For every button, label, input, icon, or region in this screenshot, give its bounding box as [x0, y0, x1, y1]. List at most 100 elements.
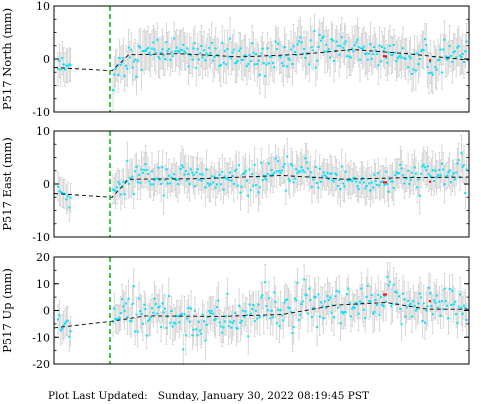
data-point — [443, 38, 446, 41]
data-point — [270, 309, 273, 312]
data-point — [370, 57, 373, 60]
data-point — [396, 57, 399, 60]
data-point — [383, 183, 386, 186]
data-point — [431, 169, 434, 172]
data-point — [113, 307, 116, 310]
data-point — [192, 47, 195, 50]
data-point — [197, 320, 200, 323]
data-point — [307, 167, 309, 170]
data-point — [170, 310, 173, 313]
data-point — [348, 302, 351, 305]
data-point — [429, 61, 432, 64]
data-point — [160, 51, 163, 54]
data-point — [346, 55, 348, 58]
data-point — [291, 164, 294, 167]
data-point — [353, 176, 356, 179]
data-point — [433, 179, 436, 182]
data-point — [196, 168, 199, 171]
data-point — [447, 317, 450, 320]
data-point — [443, 183, 446, 186]
data-point — [420, 296, 423, 299]
data-point — [340, 310, 343, 313]
data-point — [326, 171, 329, 174]
up-panel: 20 10 0 -10 -20 P517 Up (mm) — [0, 251, 470, 371]
data-point — [327, 299, 330, 302]
data-point — [226, 48, 229, 51]
data-point — [305, 293, 308, 296]
data-point-pre-gap — [68, 335, 71, 338]
data-point — [407, 66, 410, 69]
data-point — [352, 50, 355, 53]
data-point — [312, 178, 315, 181]
data-point — [266, 47, 269, 50]
data-point — [115, 64, 118, 67]
data-point — [180, 164, 183, 167]
data-point — [322, 317, 325, 320]
data-point — [182, 348, 185, 351]
data-point — [451, 289, 454, 292]
data-point — [245, 179, 248, 182]
data-point — [134, 58, 137, 61]
data-point — [206, 182, 209, 185]
data-point — [309, 298, 312, 301]
data-point — [329, 56, 332, 59]
data-point — [136, 181, 139, 184]
data-point — [355, 180, 358, 183]
data-point — [152, 311, 155, 314]
outlier-point — [383, 181, 385, 184]
data-point — [303, 278, 306, 281]
data-point — [359, 181, 361, 184]
data-point — [421, 165, 424, 168]
data-point — [191, 334, 194, 337]
data-point — [309, 171, 312, 174]
data-point — [231, 321, 234, 324]
outlier-point — [383, 55, 385, 58]
data-point — [323, 50, 326, 53]
data-point — [136, 59, 139, 62]
data-point — [161, 166, 164, 169]
data-point — [364, 317, 367, 320]
data-point-pre-gap — [57, 67, 59, 70]
data-point — [305, 52, 308, 55]
data-point — [442, 48, 445, 51]
data-point — [171, 55, 174, 58]
data-point — [342, 312, 345, 315]
data-point — [450, 181, 452, 184]
data-point — [115, 186, 118, 189]
data-point — [361, 176, 364, 179]
data-point — [394, 174, 397, 177]
y-axis-label: P517 East (mm) — [0, 137, 14, 231]
data-point — [204, 339, 207, 342]
data-point — [162, 54, 165, 57]
data-point — [201, 173, 204, 176]
data-point — [195, 66, 198, 69]
data-point — [253, 63, 256, 66]
data-point — [196, 334, 199, 337]
data-point — [357, 46, 360, 49]
data-point — [209, 312, 212, 315]
data-point — [192, 328, 195, 331]
data-point — [437, 306, 439, 309]
data-point — [279, 171, 282, 174]
data-point — [222, 188, 225, 191]
data-point — [117, 180, 120, 183]
data-point — [434, 169, 437, 172]
data-point — [374, 299, 377, 302]
data-point — [205, 323, 208, 326]
data-point — [132, 285, 135, 288]
data-point — [442, 308, 445, 311]
data-point — [187, 306, 190, 309]
data-point — [348, 55, 351, 58]
data-point — [201, 56, 204, 59]
data-point — [359, 300, 361, 303]
data-point — [314, 165, 317, 168]
data-point — [399, 307, 402, 310]
data-point — [342, 182, 345, 185]
data-point — [171, 177, 174, 180]
data-point — [326, 294, 329, 297]
data-point — [429, 175, 432, 178]
data-point — [334, 172, 337, 175]
data-point — [321, 305, 324, 308]
data-point — [186, 179, 189, 182]
data-point — [227, 324, 230, 327]
